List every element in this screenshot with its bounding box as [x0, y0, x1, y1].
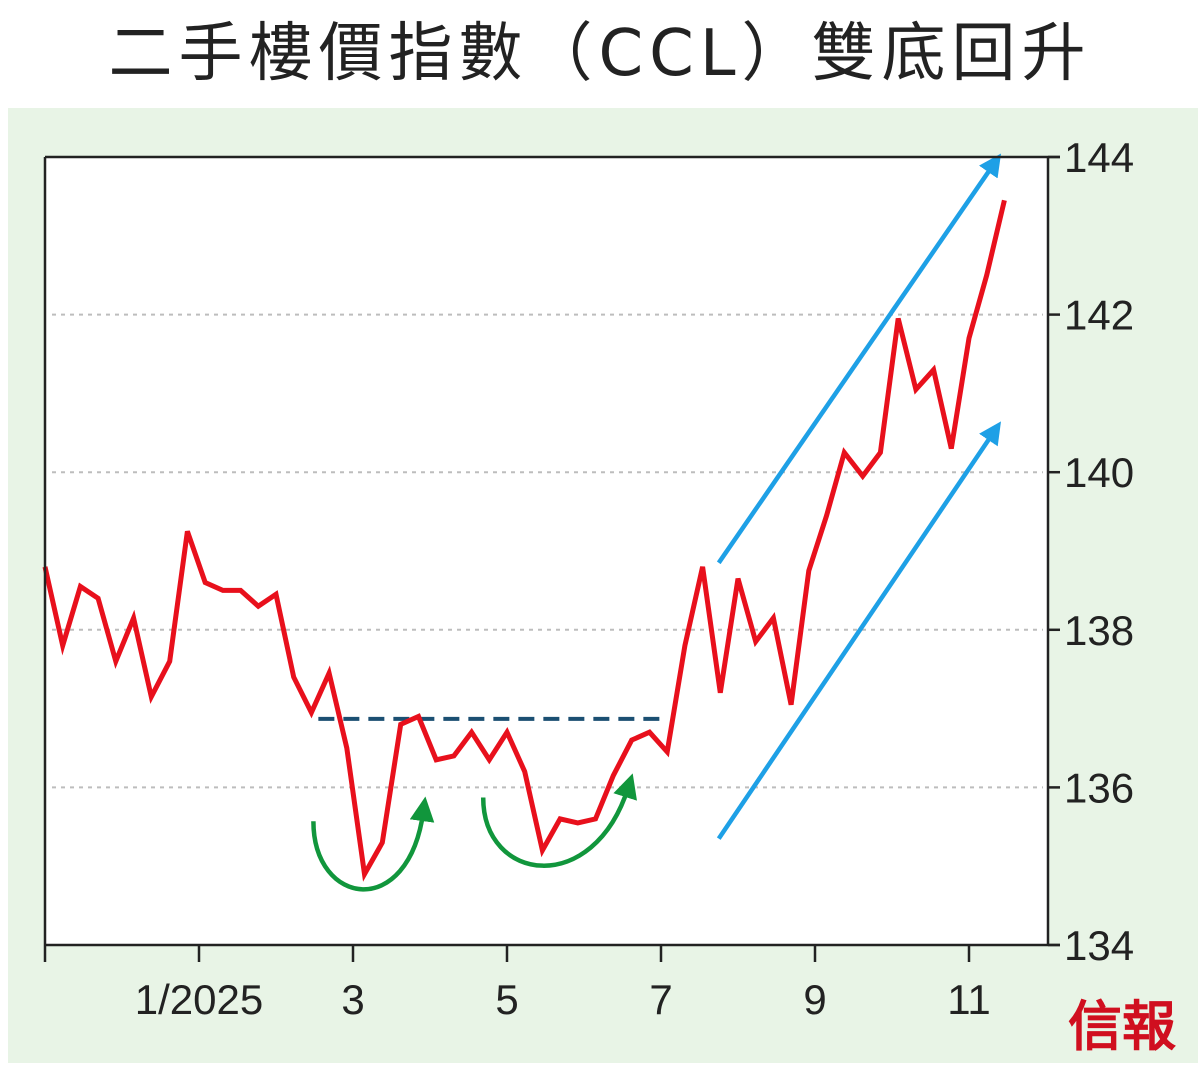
x-tick-label: 1/2025 [135, 976, 263, 1023]
ccl-series-line [42, 199, 1007, 882]
x-tick-label: 11 [947, 976, 991, 1023]
series-layer [42, 199, 1007, 882]
x-tick-label: 3 [341, 976, 364, 1023]
x-tick-label: 7 [649, 976, 672, 1023]
x-axis-ticks [197, 945, 971, 962]
annotation-layer [311, 153, 1002, 892]
curved-arrow-second-bottom [480, 773, 637, 868]
y-tick-label: 134 [1064, 922, 1134, 969]
x-axis-tick-labels: 1/2025 3 5 7 9 11 [135, 976, 991, 1023]
y-tick-label: 142 [1064, 292, 1134, 339]
y-tick-label: 136 [1064, 764, 1134, 811]
x-tick-label: 9 [803, 976, 826, 1023]
y-axis-tick-labels: 134 136 138 140 142 144 [1064, 134, 1134, 969]
trend-arrow-upper [716, 153, 1002, 565]
y-tick-label: 140 [1064, 449, 1134, 496]
x-tick-label: 5 [495, 976, 518, 1023]
y-tick-label: 144 [1064, 134, 1134, 181]
curved-arrow-first-bottom [311, 796, 435, 892]
y-axis-ticks [1048, 155, 1060, 947]
chart-title: 二手樓價指數（CCL）雙底回升 [108, 17, 1092, 91]
plot-area [45, 157, 1048, 945]
y-tick-label: 138 [1064, 607, 1134, 654]
grid-lines [52, 313, 1043, 789]
publisher-logo: 信報 [1068, 994, 1176, 1058]
trend-arrow-lower [716, 421, 1001, 840]
